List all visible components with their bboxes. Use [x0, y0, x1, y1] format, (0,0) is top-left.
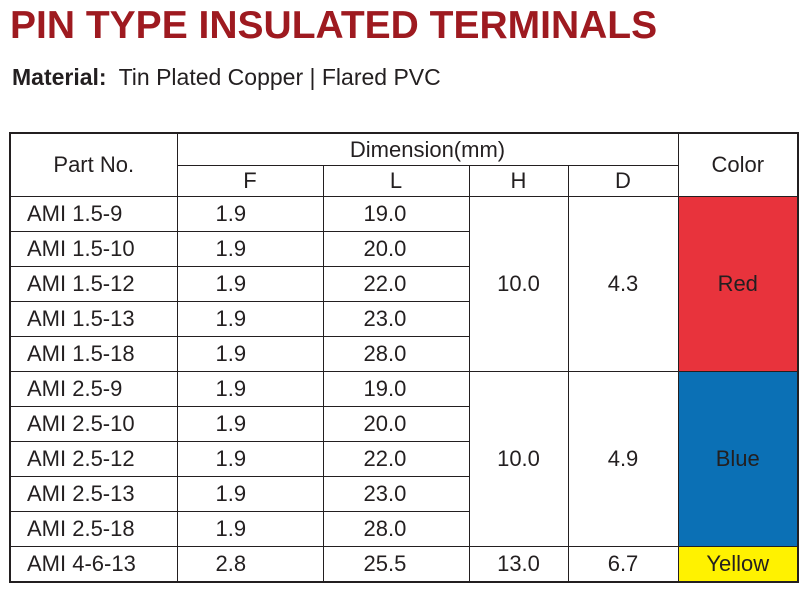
l-value-cell: 20.0: [322, 406, 470, 442]
header-d: D: [567, 165, 679, 197]
table-row: AMI 2.5-10 1.9 20.0: [9, 406, 798, 442]
l-value-cell: 19.0: [322, 371, 470, 407]
color-cell-blue: Blue: [677, 371, 799, 547]
h-value-cell: 10.0: [468, 196, 569, 372]
table-row: AMI 2.5-12 1.9 22.0: [9, 441, 798, 477]
part-number-cell: AMI 1.5-13: [9, 301, 178, 337]
f-value-cell: 1.9: [176, 406, 324, 442]
part-number-cell: AMI 2.5-13: [9, 476, 178, 512]
h-value-cell: 10.0: [468, 371, 569, 547]
material-value: Tin Plated Copper | Flared PVC: [118, 64, 441, 90]
f-value-cell: 1.9: [176, 196, 324, 232]
d-value-cell: 4.9: [567, 371, 679, 547]
header-f: F: [176, 165, 324, 197]
table-row: AMI 1.5-9 1.9 19.0 10.0 4.3 Red: [9, 196, 799, 372]
l-value-cell: 25.5: [322, 546, 470, 583]
table-row: AMI 4-6-13 2.8 25.5 13.0 6.7 Yellow: [9, 546, 799, 583]
l-value-cell: 23.0: [322, 476, 470, 512]
header-l: L: [322, 165, 470, 197]
f-value-cell: 2.8: [176, 546, 324, 583]
table-row: AMI 1.5-13 1.9 23.0: [9, 301, 798, 337]
part-number-cell: AMI 1.5-9: [9, 196, 178, 232]
l-value-cell: 20.0: [322, 231, 470, 267]
f-value-cell: 1.9: [176, 441, 324, 477]
page-title: PIN TYPE INSULATED TERMINALS: [10, 4, 658, 47]
l-value-cell: 28.0: [322, 511, 470, 547]
l-value-cell: 22.0: [322, 441, 470, 477]
table-row: AMI 1.5-18 1.9 28.0: [9, 336, 798, 372]
f-value-cell: 1.9: [176, 336, 324, 372]
f-value-cell: 1.9: [176, 511, 324, 547]
f-value-cell: 1.9: [176, 266, 324, 302]
l-value-cell: 22.0: [322, 266, 470, 302]
part-number-cell: AMI 2.5-10: [9, 406, 178, 442]
table-row: AMI 1.5-12 1.9 22.0: [9, 266, 798, 302]
d-value-cell: 4.3: [567, 196, 679, 372]
table-row: AMI 2.5-9 1.9 19.0 10.0 4.9 Blue: [9, 371, 799, 547]
header-part-no: Part No.: [9, 132, 178, 197]
f-value-cell: 1.9: [176, 231, 324, 267]
part-number-cell: AMI 2.5-9: [9, 371, 178, 407]
f-value-cell: 1.9: [176, 371, 324, 407]
h-value-cell: 13.0: [468, 546, 569, 583]
header-h: H: [468, 165, 569, 197]
terminal-spec-table: Part No. Dimension(mm) Color F L H D AMI…: [9, 132, 799, 583]
part-number-cell: AMI 1.5-10: [9, 231, 178, 267]
table-row: AMI 2.5-18 1.9 28.0: [9, 511, 798, 547]
f-value-cell: 1.9: [176, 476, 324, 512]
l-value-cell: 23.0: [322, 301, 470, 337]
color-cell-yellow: Yellow: [677, 546, 799, 583]
header-color: Color: [677, 132, 799, 197]
l-value-cell: 19.0: [322, 196, 470, 232]
part-number-cell: AMI 2.5-18: [9, 511, 178, 547]
part-number-cell: AMI 2.5-12: [9, 441, 178, 477]
f-value-cell: 1.9: [176, 301, 324, 337]
color-cell-red: Red: [677, 196, 799, 372]
part-number-cell: AMI 1.5-18: [9, 336, 178, 372]
part-number-cell: AMI 1.5-12: [9, 266, 178, 302]
table-row: AMI 1.5-10 1.9 20.0: [9, 231, 798, 267]
table-row: AMI 2.5-13 1.9 23.0: [9, 476, 798, 512]
header-dimension: Dimension(mm): [176, 132, 679, 166]
part-number-cell: AMI 4-6-13: [9, 546, 178, 583]
material-label: Material:: [12, 64, 107, 90]
material-line: Material: Tin Plated Copper | Flared PVC: [12, 64, 441, 91]
d-value-cell: 6.7: [567, 546, 679, 583]
l-value-cell: 28.0: [322, 336, 470, 372]
